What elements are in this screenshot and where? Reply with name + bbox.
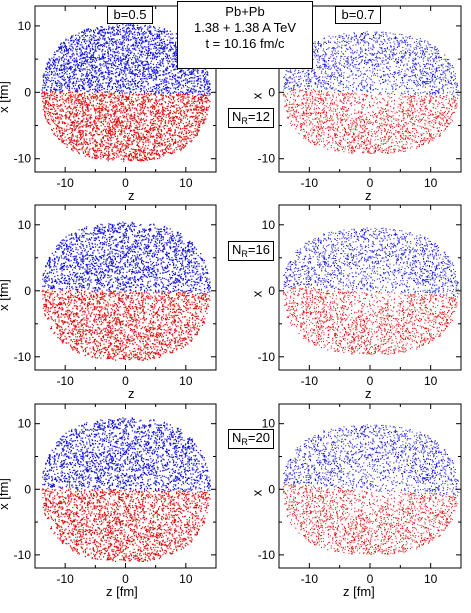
nr-main: N <box>232 109 242 124</box>
nr-sub: R <box>241 116 248 126</box>
nr-sub: R <box>241 249 248 259</box>
x-axis-label-r1c0: z <box>128 386 135 401</box>
series-lower-points <box>282 286 459 355</box>
y-tick-label: -10 <box>14 548 32 562</box>
y-tick-label: 10 <box>262 218 276 232</box>
x-tick-label: -10 <box>56 176 74 190</box>
series-lower-points <box>282 89 459 154</box>
x-tick-label: 10 <box>179 374 193 388</box>
x-tick-label: 10 <box>424 374 438 388</box>
x-axis-label-r2c0: z [fm] <box>106 584 138 599</box>
column-label-b05: b=0.5 <box>107 6 153 24</box>
x-axis-label-r0c0: z <box>128 188 135 203</box>
y-tick-label: -10 <box>14 350 32 364</box>
y-tick-label: 0 <box>24 85 31 99</box>
panel-2-0: -10 0 10 -10 0 10 <box>14 403 217 586</box>
x-tick-label: 0 <box>367 572 374 586</box>
y-tick-label: 10 <box>18 218 32 232</box>
panel-2-1: -10 0 10 -10 0 10 <box>258 403 462 586</box>
scatter-points <box>41 221 211 361</box>
series-lower-points <box>41 90 211 162</box>
x-axis-label-r0c1: z <box>365 188 372 203</box>
x-axis-label-r2c1: z [fm] <box>343 584 375 599</box>
series-lower-points <box>41 487 211 562</box>
nr-sub: R <box>241 437 248 447</box>
x-tick-label: 0 <box>122 572 129 586</box>
y-tick-label: 0 <box>24 482 31 496</box>
x-tick-label: 10 <box>179 176 193 190</box>
x-tick-label: -10 <box>301 572 319 586</box>
series-upper-points <box>41 24 211 96</box>
series-upper-points <box>283 424 460 496</box>
x-tick-label: -10 <box>301 176 319 190</box>
x-tick-label: 0 <box>122 374 129 388</box>
scatter-points <box>41 24 211 162</box>
nr-main: N <box>232 430 242 445</box>
y-axis-label-r0c0: x [fm] <box>0 81 11 113</box>
x-tick-label: 0 <box>367 374 374 388</box>
nr-label-16: NR=16 <box>228 241 274 261</box>
header-time: t = 10.16 fm/c <box>205 36 285 51</box>
scatter-points <box>282 31 460 154</box>
series-upper-points <box>42 221 211 294</box>
y-tick-label: 10 <box>18 19 32 33</box>
y-tick-label: 0 <box>268 482 275 496</box>
y-tick-label: 10 <box>262 417 276 431</box>
y-axis-label-r2c1: x <box>249 489 265 497</box>
y-tick-label: 0 <box>268 284 275 298</box>
y-tick-label: -10 <box>258 152 276 166</box>
nr-main: N <box>232 242 242 257</box>
nr-label-20: NR=20 <box>228 429 274 449</box>
y-tick-label: 0 <box>24 284 31 298</box>
header-box: Pb+Pb 1.38 + 1.38 A TeV t = 10.16 fm/c <box>177 1 313 69</box>
x-tick-label: 0 <box>367 176 374 190</box>
panel-0-0: -10 0 10 -10 0 10 <box>14 5 217 190</box>
x-axis-label-r1c1: z <box>365 386 372 401</box>
x-tick-label: 10 <box>424 176 438 190</box>
panel-1-1: -10 0 10 -10 0 10 <box>258 204 462 388</box>
y-axis-label-r1c1: x <box>249 290 265 298</box>
scatter-points <box>41 417 211 562</box>
y-axis-label-r0c1: x <box>249 92 265 100</box>
y-axis-label-r2c0: x [fm] <box>0 478 11 510</box>
series-lower-points <box>41 289 211 361</box>
y-tick-label: 0 <box>268 85 275 99</box>
series-upper-points <box>283 227 460 297</box>
x-tick-label: -10 <box>56 374 74 388</box>
y-tick-label: -10 <box>14 152 32 166</box>
column-label-b07: b=0.7 <box>335 6 381 24</box>
x-tick-label: 0 <box>122 176 129 190</box>
scatter-points <box>282 227 460 355</box>
x-tick-label: -10 <box>56 572 74 586</box>
nr-value: =20 <box>247 430 270 445</box>
nr-label-12: NR=12 <box>228 108 274 128</box>
x-tick-label: 10 <box>424 572 438 586</box>
y-tick-label: -10 <box>258 350 276 364</box>
header-system: Pb+Pb <box>225 4 265 19</box>
series-upper-points <box>42 417 211 493</box>
panel-1-0: -10 0 10 -10 0 10 <box>14 204 217 388</box>
series-lower-points <box>282 484 459 555</box>
x-tick-label: 10 <box>179 572 193 586</box>
y-tick-label: 10 <box>18 417 32 431</box>
nr-value: =12 <box>247 109 270 124</box>
x-tick-label: -10 <box>301 374 319 388</box>
nr-value: =16 <box>247 242 270 257</box>
y-tick-label: -10 <box>258 548 276 562</box>
header-energy: 1.38 + 1.38 A TeV <box>193 20 297 35</box>
y-axis-label-r1c0: x [fm] <box>0 279 11 311</box>
scatter-points <box>282 424 460 555</box>
